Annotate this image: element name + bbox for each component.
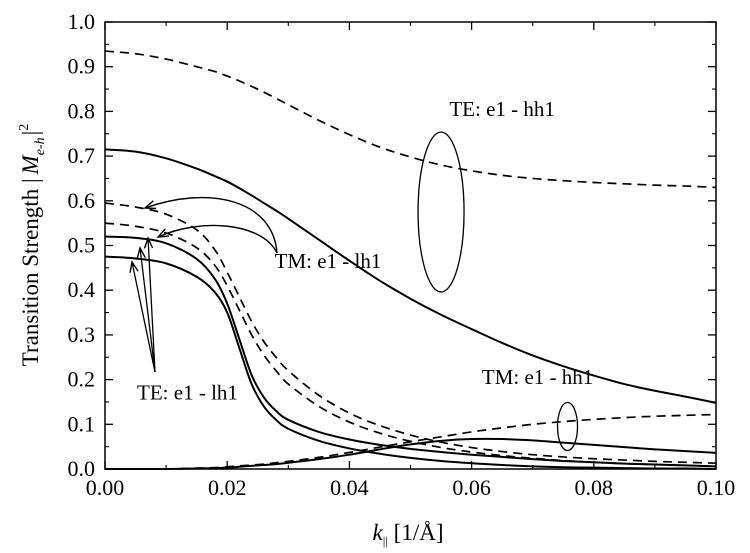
y-axis-label-sup: 2 [17, 124, 32, 131]
x-tick-label: 0.00 [86, 475, 125, 500]
y-tick-label: 0.2 [68, 367, 96, 392]
tm-hh1-ellipse [556, 401, 579, 452]
te-lh1-arrow-head [136, 246, 146, 259]
y-tick-label: 0.8 [68, 98, 96, 123]
annotation-label: TE: e1 - lh1 [137, 381, 238, 405]
series-line [104, 148, 717, 404]
x-tick-label: 0.08 [575, 475, 614, 500]
te-lh1-arrow [147, 237, 156, 373]
te-hh1-ellipse [417, 131, 465, 293]
y-axis-label-bar: | [18, 131, 43, 136]
series-line [105, 437, 717, 471]
ticks: 0.00 0.02 0.04 0.06 0.08 0.10 0.0 0.1 0.2 0.3 0.4 0… [68, 9, 736, 500]
te-lh1-arrow [139, 247, 156, 373]
series [104, 50, 717, 471]
annotation-texts: TE: e1 - hh1 TM: e1 - lh1 TE: e1 - lh1 TM: … [137, 97, 593, 405]
y-tick-label: 0.1 [68, 411, 96, 436]
y-axis-label: Transition Strength | Me-h|2 [17, 124, 48, 366]
y-axis-label-sub: e-h [33, 137, 48, 155]
series-line [104, 235, 717, 468]
annotation-label: TE: e1 - hh1 [449, 97, 555, 121]
tm-lh1-arrow-lower-head [156, 228, 170, 238]
x-axis-label-sub: || [383, 533, 388, 548]
y-tick-label: 0.7 [68, 143, 96, 168]
series-line [104, 50, 717, 189]
x-axis-label: k|| [1/Å] [372, 520, 443, 548]
te-lh1-arrow [131, 261, 156, 373]
y-tick-label: 1.0 [68, 9, 96, 34]
te-lh1-arrow-head [143, 236, 154, 249]
x-axis-label-k: k [372, 520, 383, 545]
series-line [104, 222, 717, 468]
annotation-label: TM: e1 - lh1 [275, 249, 382, 273]
tm-lh1-arrow-lower [157, 224, 278, 254]
tm-lh1-arrow-upper-head [143, 200, 157, 210]
annotation-shapes [129, 131, 579, 452]
y-axis-label-m: M [18, 153, 43, 175]
x-tick-label: 0.06 [452, 475, 491, 500]
y-tick-label: 0.0 [68, 456, 96, 481]
y-tick-label: 0.9 [68, 54, 96, 79]
y-tick-label: 0.3 [68, 322, 96, 347]
series-line [104, 255, 717, 470]
y-tick-label: 0.4 [68, 277, 96, 302]
annotation-label: TM: e1 - hh1 [482, 365, 593, 389]
x-tick-label: 0.10 [697, 475, 736, 500]
y-tick-label: 0.6 [68, 188, 96, 213]
x-tick-label: 0.02 [208, 475, 247, 500]
y-tick-label: 0.5 [68, 233, 96, 258]
tm-lh1-arrow-upper [144, 196, 278, 254]
x-tick-label: 0.04 [330, 475, 369, 500]
y-axis-label-main: Transition Strength | [18, 178, 43, 366]
x-axis-label-unit: [1/Å] [388, 520, 444, 545]
te-lh1-arrow-head [129, 260, 139, 273]
series-line [104, 202, 717, 465]
